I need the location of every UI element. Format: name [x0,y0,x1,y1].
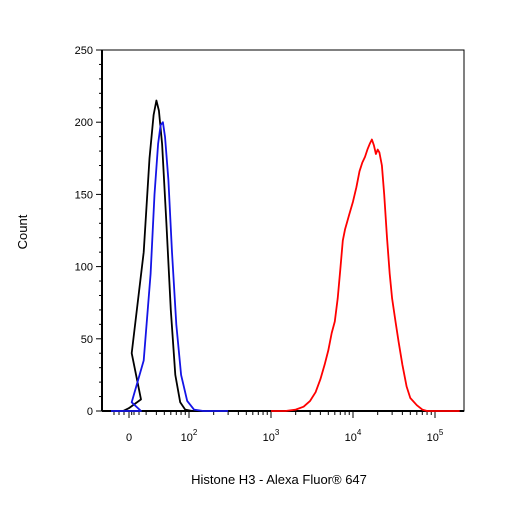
y-tick-label: 250 [75,45,93,57]
x-tick-label: 0 [126,432,132,444]
series-layer [111,99,460,412]
x-axis-ticks: 0 102 103 104 105 [113,411,444,444]
series-line-1 [111,99,214,412]
y-axis-title: Count [15,214,30,249]
series-line-2 [111,121,229,412]
x-tick-label: 102 [181,428,198,444]
x-tick-label: 105 [427,428,444,444]
y-axis-ticks: 0 50 100 150 200 250 [75,45,102,418]
y-tick-label: 100 [75,262,93,274]
series-line-3 [271,138,460,412]
y-tick-label: 0 [87,406,93,418]
y-tick-label: 150 [75,189,93,201]
x-axis-title: Histone H3 - Alexa Fluor® 647 [191,472,367,487]
y-tick-label: 200 [75,117,93,129]
x-tick-label: 103 [263,428,280,444]
y-tick-label: 50 [81,334,93,346]
x-tick-label: 104 [345,428,362,444]
